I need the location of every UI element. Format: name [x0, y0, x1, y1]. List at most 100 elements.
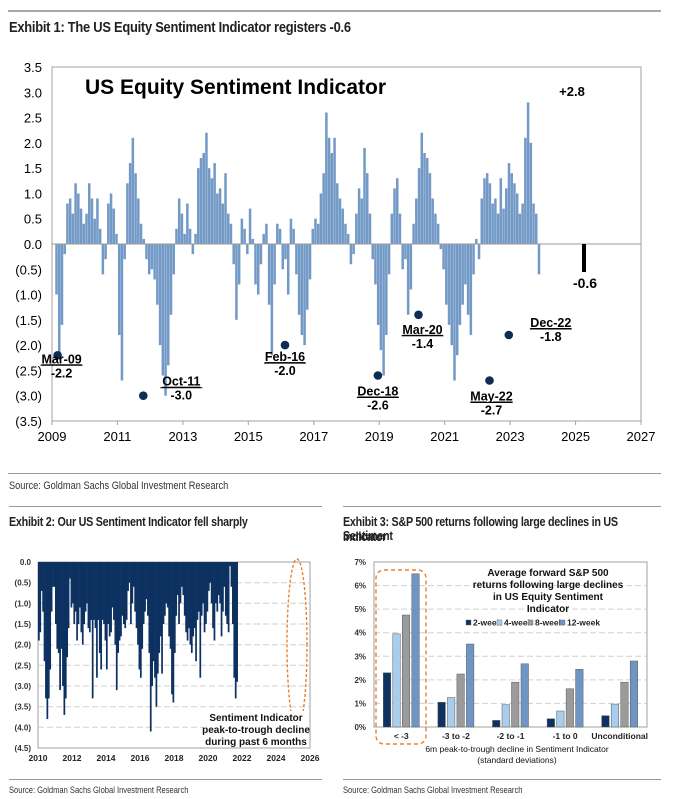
ex1-bar — [295, 244, 298, 275]
ex3-legend-swatch — [559, 619, 566, 626]
ex1-bar — [502, 208, 505, 244]
ex1-bar — [153, 244, 156, 280]
ex1-bar — [349, 244, 353, 265]
ex2-bar — [98, 562, 101, 653]
ex1-bar — [319, 193, 323, 244]
ex1-bar — [526, 102, 530, 245]
ex1-bar — [205, 132, 208, 244]
ex1-bar — [90, 198, 94, 244]
ex3-legend-label: 8-week — [535, 618, 564, 628]
ex2-bar — [64, 562, 67, 699]
ex2-bar — [93, 562, 95, 620]
ex1-bar — [248, 208, 252, 244]
ex2-bar — [220, 562, 223, 637]
ex1-x-tick-label: 2023 — [496, 429, 525, 444]
ex1-bar — [66, 203, 69, 244]
ex1-bar — [79, 208, 83, 244]
ex1-bar — [395, 178, 399, 244]
ex2-bar — [73, 562, 76, 624]
ex1-bar — [330, 152, 334, 244]
ex1-bar — [387, 244, 391, 275]
ex1-bar — [466, 244, 470, 315]
ex1-bar — [344, 223, 347, 244]
ex2-bar — [155, 562, 158, 707]
ex1-bar — [109, 193, 113, 244]
ex1-annotation-marker — [504, 330, 514, 340]
ex3-x-tick-label: -3 to -2 — [442, 731, 470, 741]
ex1-bar — [297, 244, 301, 315]
ex1-bar — [436, 223, 440, 244]
ex3-y-tick-label: 5% — [354, 605, 366, 614]
ex1-bar — [145, 244, 148, 260]
ex2-bar — [122, 562, 125, 624]
ex2-bar — [161, 562, 163, 674]
ex1-bar — [453, 244, 456, 381]
ex2-bar — [230, 562, 233, 587]
ex2-y-tick-label: (3.5) — [15, 703, 32, 712]
ex1-annotation-date: Feb-16 — [265, 350, 305, 364]
ex1-bar — [107, 203, 110, 244]
ex2-bar — [52, 562, 54, 587]
ex1-bar — [461, 244, 464, 305]
ex2-bar — [172, 562, 175, 703]
ex1-bar — [126, 183, 129, 244]
ex1-bar — [404, 244, 407, 260]
ex2-bar — [198, 562, 200, 612]
ex1-x-axis: 2009 2011 2013 2015 2017 2019 2021 2023 2025 2027 — [38, 421, 655, 444]
exhibit3-title-line1: Exhibit 3: S&P 500 returns following lar… — [343, 515, 618, 543]
ex1-x-tick-label: 2011 — [103, 429, 131, 444]
ex2-bar — [149, 562, 152, 732]
ex2-bar — [145, 562, 148, 600]
ex1-bar — [488, 183, 492, 244]
ex2-bar — [229, 562, 231, 567]
ex3-y-tick-label: 6% — [354, 582, 366, 591]
ex2-bar — [114, 562, 117, 645]
ex1-bar — [417, 168, 421, 244]
ex1-bar — [529, 142, 533, 244]
ex2-bar — [81, 562, 84, 645]
ex2-bar — [139, 562, 142, 678]
ex1-bar — [101, 244, 105, 275]
ex1-bar — [128, 163, 132, 244]
exhibit3-top-rule — [343, 506, 661, 507]
ex1-y-tick-label: 1.5 — [24, 161, 42, 176]
ex1-bar — [480, 198, 483, 244]
ex2-bar — [185, 562, 187, 633]
ex1-bar — [265, 223, 268, 244]
ex2-bar — [152, 562, 155, 662]
ex1-bar — [96, 198, 99, 244]
ex1-bar — [483, 178, 486, 244]
ex2-bar — [111, 562, 114, 608]
ex3-xlabel-line1: 6m peak-to-trough decline in Sentiment I… — [425, 744, 608, 754]
ex2-bar — [86, 562, 88, 604]
ex1-bar — [346, 233, 350, 244]
ex1-bar — [232, 244, 235, 265]
ex2-bar — [104, 562, 107, 641]
ex2-bar — [223, 562, 226, 587]
ex1-bar — [98, 228, 102, 244]
ex1-y-tick-label: 2.5 — [24, 111, 42, 126]
ex1-annotation-value: -2.6 — [367, 399, 389, 413]
ex1-bar — [243, 228, 246, 244]
ex1-bar — [445, 244, 448, 305]
ex1-bar — [415, 198, 418, 244]
ex2-bar — [57, 562, 60, 653]
ex3-bar — [402, 614, 411, 728]
ex1-bar — [276, 223, 279, 244]
ex1-bar — [183, 233, 186, 244]
ex3-xlabel-line2: (standard deviations) — [477, 755, 557, 765]
ex2-bar — [77, 562, 80, 624]
ex2-bar — [144, 562, 146, 612]
ex2-bar — [110, 562, 112, 633]
ex2-bar — [188, 562, 190, 629]
ex1-latest-callout: -0.6 — [573, 275, 597, 291]
ex2-bar — [74, 562, 77, 612]
ex1-bar — [515, 193, 519, 244]
ex2-y-tick-label: (1.0) — [15, 599, 32, 608]
ex2-bar — [87, 562, 90, 629]
ex1-bar — [428, 173, 432, 244]
ex3-highlight-box — [375, 569, 427, 745]
ex1-bar — [235, 244, 238, 320]
ex2-bar — [128, 562, 131, 583]
ex3-bar — [601, 715, 610, 728]
